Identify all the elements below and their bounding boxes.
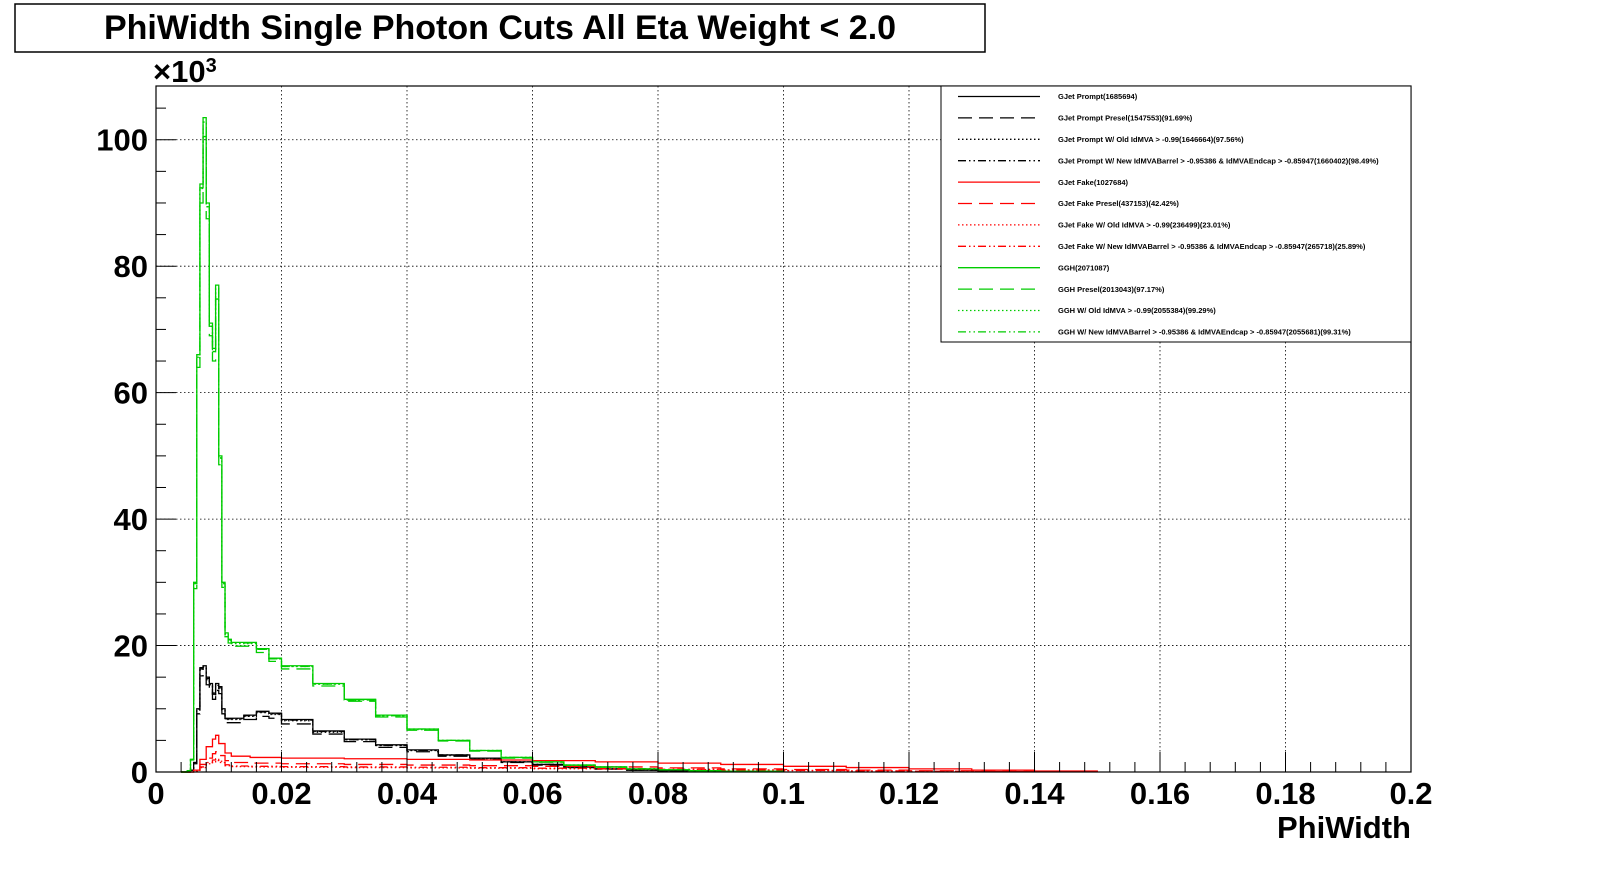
- y-multiplier-base: ×10: [153, 54, 206, 89]
- series-line-11: [181, 121, 785, 773]
- x-tick-label: 0.1: [762, 776, 805, 811]
- x-tick-label: 0.16: [1130, 776, 1190, 811]
- y-tick-label: 40: [114, 502, 148, 537]
- y-tick-label: 20: [114, 629, 148, 664]
- plot-frame: [155, 85, 1412, 773]
- x-tick-label: 0.08: [628, 776, 688, 811]
- x-tick-label: 0.06: [502, 776, 562, 811]
- legend-label: GJet Fake W/ New IdMVABarrel > -0.95386 …: [1058, 242, 1366, 251]
- legend-label: GJet Prompt W/ Old IdMVA > -0.99(1646664…: [1058, 135, 1244, 144]
- legend-box: [940, 85, 1412, 343]
- series-line-2: [181, 667, 785, 773]
- legend-label: GGH Presel(2013043)(97.17%): [1058, 285, 1165, 294]
- y-tick-label: 0: [131, 755, 148, 790]
- series-line-10: [181, 121, 785, 773]
- x-tick-label: 0.14: [1004, 776, 1065, 811]
- x-tick-label: 0.2: [1389, 776, 1432, 811]
- x-tick-label: 0: [147, 776, 164, 811]
- title-box: [14, 3, 986, 53]
- series-line-3: [181, 666, 785, 773]
- legend-label: GGH W/ New IdMVABarrel > -0.95386 & IdMV…: [1058, 328, 1351, 337]
- legend: GJet Prompt(1685694) GJet Prompt Presel(1…: [940, 85, 1412, 343]
- x-tick-label: 0.18: [1255, 776, 1315, 811]
- legend-label: GJet Fake(1027684): [1058, 178, 1129, 187]
- legend-label: GJet Fake W/ Old IdMVA > -0.99(236499)(2…: [1058, 221, 1231, 230]
- x-tick-label: 0.12: [879, 776, 939, 811]
- legend-label: GJet Fake Presel(437153)(42.42%): [1058, 199, 1179, 208]
- axes: 0 0.02 0.04 0.06 0.08 0.1 0.12 0.14 0.16 0.18 0.2 0…: [96, 107, 1433, 811]
- y-multiplier-exponent: 3: [206, 55, 217, 77]
- legend-label: GJet Prompt Presel(1547553)(91.69%): [1058, 114, 1193, 123]
- legend-label: GJet Prompt(1685694): [1058, 92, 1138, 101]
- series-line-1: [181, 673, 785, 773]
- y-tick-label: 80: [114, 249, 148, 284]
- legend-label: GJet Prompt W/ New IdMVABarrel > -0.9538…: [1058, 156, 1379, 165]
- legend-label: GGH W/ Old IdMVA > -0.99(2055384)(99.29%…: [1058, 306, 1216, 315]
- series-line-9: [181, 135, 785, 773]
- grid: [156, 86, 1411, 772]
- x-tick-label: 0.04: [377, 776, 438, 811]
- y-tick-label: 60: [114, 376, 148, 411]
- series-line-8: [181, 116, 785, 773]
- y-multiplier: ×103: [153, 54, 217, 89]
- x-axis-title: PhiWidth: [1277, 810, 1411, 845]
- y-tick-label: 100: [96, 123, 148, 158]
- x-tick-label: 0.02: [251, 776, 311, 811]
- legend-label: GGH(2071087): [1058, 263, 1110, 272]
- chart-title: PhiWidth Single Photon Cuts All Eta Weig…: [104, 9, 896, 47]
